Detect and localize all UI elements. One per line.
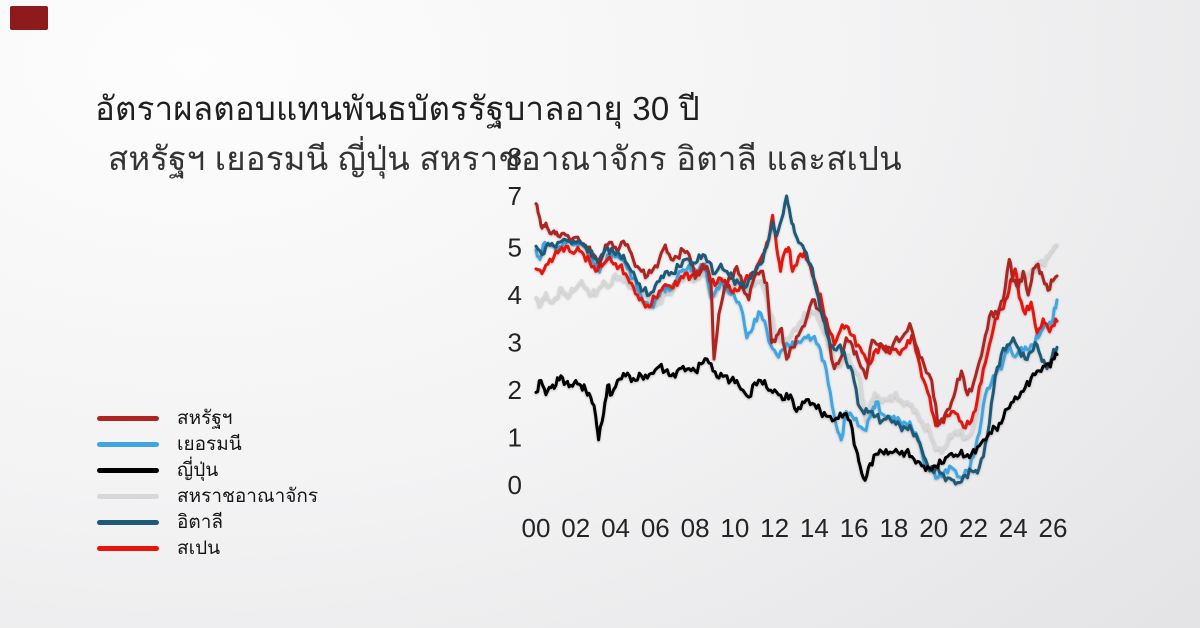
legend-item-italy: อิตาลี <box>97 509 318 535</box>
x-tick-20: 20 <box>919 513 948 543</box>
brand-logo <box>10 6 48 30</box>
chart-subtitle: สหรัฐฯ เยอรมนี ญี่ปุ่น สหราชอาณาจักร อิต… <box>108 140 902 177</box>
x-tick-02: 02 <box>561 513 590 543</box>
chart-title: อัตราผลตอบแทนพันธบัตรรัฐบาลอายุ 30 ปี <box>95 90 700 127</box>
legend-label-japan: ญี่ปุ่น <box>177 460 219 481</box>
x-tick-12: 12 <box>760 513 789 543</box>
series-lines <box>534 194 1059 486</box>
y-tick-0: 0 <box>508 470 522 500</box>
legend-item-spain: สเปน <box>97 535 318 561</box>
series-line-us <box>534 202 1059 426</box>
legend-swatch-germany <box>97 441 159 447</box>
legend-item-us: สหรัฐฯ <box>97 405 318 431</box>
legend-swatch-us <box>97 415 159 421</box>
x-tick-10: 10 <box>720 513 749 543</box>
y-tick-7: 7 <box>508 181 522 211</box>
x-tick-22: 22 <box>959 513 988 543</box>
y-tick-2: 2 <box>508 375 522 405</box>
x-tick-18: 18 <box>879 513 908 543</box>
series-line-italy <box>534 194 1059 486</box>
y-tick-1: 1 <box>508 423 522 453</box>
x-tick-04: 04 <box>601 513 630 543</box>
series-line-japan <box>534 351 1059 482</box>
x-tick-00: 00 <box>522 513 551 543</box>
x-tick-08: 08 <box>681 513 710 543</box>
y-tick-4: 4 <box>508 280 522 310</box>
x-tick-06: 06 <box>641 513 670 543</box>
x-tick-24: 24 <box>999 513 1028 543</box>
y-tick-5: 5 <box>508 233 522 263</box>
x-tick-16: 16 <box>840 513 869 543</box>
x-tick-26: 26 <box>1039 513 1068 543</box>
x-axis-labels: 00 02 04 06 08 10 12 14 16 18 20 22 24 26 <box>522 513 1068 543</box>
legend-label-italy: อิตาลี <box>177 512 224 533</box>
legend-swatch-spain <box>97 545 159 551</box>
legend-label-spain: สเปน <box>177 538 221 559</box>
series-line-uk <box>534 243 1059 454</box>
legend-swatch-japan <box>97 467 159 473</box>
legend-swatch-uk <box>97 493 159 499</box>
title-block: อัตราผลตอบแทนพันธบัตรรัฐบาลอายุ 30 ปี สห… <box>95 84 902 184</box>
legend-item-germany: เยอรมนี <box>97 431 318 457</box>
legend-item-uk: สหราชอาณาจักร <box>97 483 318 509</box>
legend: สหรัฐฯเยอรมนีญี่ปุ่นสหราชอาณาจักรอิตาลีส… <box>97 405 318 561</box>
x-tick-14: 14 <box>800 513 829 543</box>
y-tick-8: 8 <box>508 142 522 172</box>
legend-item-japan: ญี่ปุ่น <box>97 457 318 483</box>
legend-swatch-italy <box>97 519 159 525</box>
y-tick-3: 3 <box>508 328 522 358</box>
legend-label-germany: เยอรมนี <box>177 434 242 455</box>
legend-label-us: สหรัฐฯ <box>177 408 233 429</box>
legend-label-uk: สหราชอาณาจักร <box>177 486 319 507</box>
series-line-spain <box>534 213 1059 430</box>
y-axis-labels: 8 7 5 4 3 2 1 0 <box>508 142 522 500</box>
